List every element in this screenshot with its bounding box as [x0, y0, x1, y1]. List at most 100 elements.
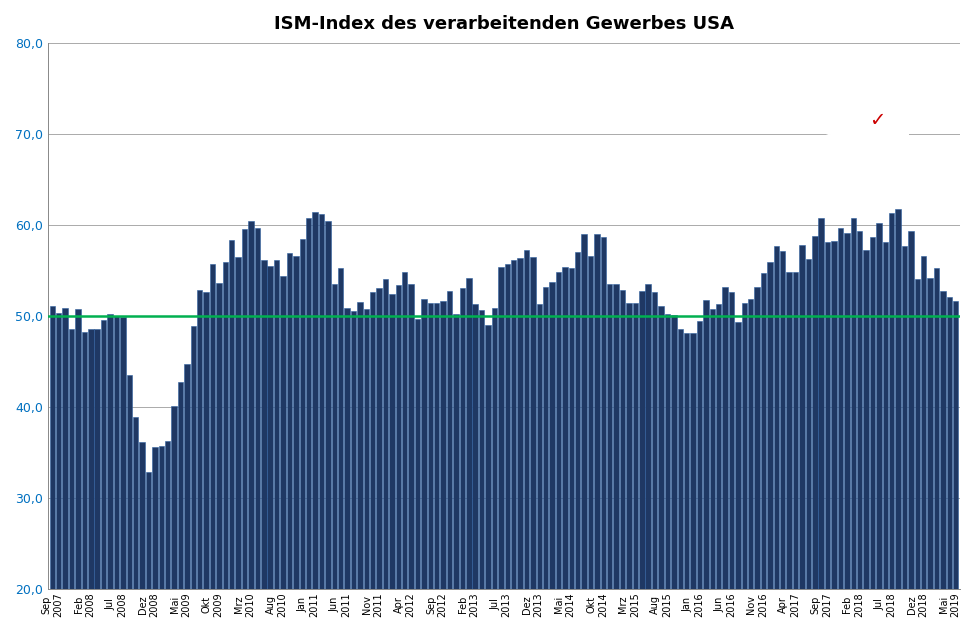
- Bar: [351, 311, 357, 590]
- Text: stockstreet.de: stockstreet.de: [692, 97, 838, 115]
- Bar: [793, 272, 798, 590]
- Bar: [837, 228, 843, 590]
- Bar: [293, 256, 299, 590]
- Bar: [75, 309, 81, 590]
- Bar: [639, 291, 645, 590]
- Bar: [889, 213, 894, 590]
- Bar: [934, 268, 939, 590]
- Bar: [223, 262, 228, 590]
- Bar: [722, 287, 728, 590]
- Bar: [235, 257, 241, 590]
- Bar: [319, 214, 324, 590]
- Bar: [68, 329, 74, 590]
- Bar: [569, 268, 574, 590]
- Bar: [870, 237, 875, 590]
- Bar: [774, 246, 779, 590]
- Bar: [280, 276, 285, 590]
- Bar: [697, 320, 702, 590]
- Bar: [812, 236, 818, 590]
- Bar: [511, 260, 517, 590]
- Bar: [313, 212, 318, 590]
- Bar: [491, 308, 497, 590]
- Bar: [531, 257, 535, 590]
- Bar: [562, 267, 568, 590]
- Bar: [671, 315, 676, 590]
- Bar: [331, 284, 337, 590]
- Bar: [255, 228, 260, 590]
- Bar: [473, 305, 478, 590]
- Bar: [434, 303, 440, 590]
- Bar: [396, 285, 401, 590]
- Bar: [242, 229, 247, 590]
- Bar: [88, 329, 94, 590]
- Bar: [902, 246, 908, 590]
- Bar: [133, 417, 139, 590]
- Bar: [825, 243, 830, 590]
- Bar: [191, 326, 196, 590]
- Bar: [735, 322, 741, 590]
- Bar: [703, 300, 708, 590]
- Bar: [210, 264, 215, 590]
- Bar: [658, 306, 663, 590]
- Bar: [370, 291, 375, 590]
- Bar: [376, 288, 382, 590]
- Bar: [300, 239, 305, 590]
- Bar: [677, 329, 683, 590]
- Bar: [549, 283, 555, 590]
- Bar: [229, 240, 234, 590]
- Bar: [767, 262, 773, 590]
- Bar: [268, 266, 273, 590]
- Bar: [607, 284, 613, 590]
- Bar: [799, 245, 805, 590]
- Bar: [358, 301, 362, 590]
- Bar: [383, 279, 388, 590]
- Bar: [178, 382, 184, 590]
- Bar: [927, 278, 933, 590]
- Bar: [536, 305, 542, 590]
- Bar: [56, 313, 62, 590]
- Bar: [729, 293, 735, 590]
- Bar: [203, 293, 209, 590]
- Bar: [165, 441, 170, 590]
- Bar: [761, 274, 766, 590]
- Bar: [152, 447, 157, 590]
- Bar: [619, 289, 625, 590]
- Bar: [95, 329, 100, 590]
- Bar: [831, 241, 836, 590]
- Bar: [113, 316, 119, 590]
- Bar: [742, 303, 747, 590]
- Bar: [498, 267, 503, 590]
- Bar: [748, 299, 753, 590]
- Bar: [626, 303, 632, 590]
- Bar: [646, 284, 651, 590]
- Bar: [421, 299, 427, 590]
- Bar: [594, 234, 600, 590]
- Text: ✓: ✓: [870, 111, 886, 130]
- Bar: [556, 272, 561, 590]
- Bar: [524, 250, 530, 590]
- Bar: [216, 283, 222, 590]
- Bar: [806, 258, 811, 590]
- Bar: [428, 303, 433, 590]
- Bar: [415, 319, 420, 590]
- Bar: [274, 260, 279, 590]
- Bar: [306, 218, 312, 590]
- Bar: [780, 251, 786, 590]
- Bar: [120, 317, 126, 590]
- Bar: [716, 305, 721, 590]
- Bar: [197, 289, 202, 590]
- Bar: [460, 288, 465, 590]
- Bar: [754, 287, 760, 590]
- Bar: [248, 221, 254, 590]
- Bar: [633, 303, 638, 590]
- Bar: [446, 291, 452, 590]
- Bar: [857, 231, 863, 590]
- Bar: [344, 308, 350, 590]
- Bar: [140, 442, 145, 590]
- Bar: [844, 233, 850, 590]
- Bar: [684, 332, 690, 590]
- Bar: [325, 221, 330, 590]
- Bar: [408, 284, 414, 590]
- Bar: [652, 291, 658, 590]
- Bar: [504, 264, 510, 590]
